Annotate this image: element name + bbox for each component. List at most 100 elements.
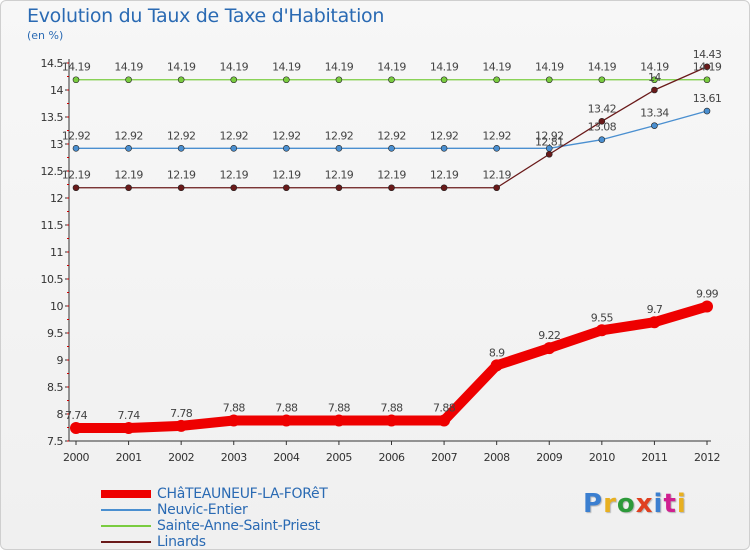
- data-label: 13.34: [640, 107, 669, 120]
- data-point: [70, 422, 82, 435]
- y-tick-label: 13.5: [41, 111, 64, 124]
- data-label: 14.19: [325, 61, 354, 74]
- data-label: 7.78: [170, 407, 193, 420]
- data-label: 14.19: [588, 61, 617, 74]
- data-point: [598, 76, 606, 84]
- data-point: [651, 122, 658, 129]
- y-tick-label: 14.5: [41, 57, 64, 70]
- logo-letter: t: [663, 489, 677, 519]
- data-label: 12.19: [220, 169, 249, 182]
- data-label: 9.22: [538, 329, 560, 342]
- data-label: 7.88: [433, 401, 456, 414]
- data-point: [598, 118, 606, 125]
- x-tick-label: 2009: [536, 451, 562, 464]
- data-point: [177, 145, 185, 152]
- x-tick-label: 2011: [641, 451, 667, 464]
- x-tick-label: 2007: [431, 451, 457, 464]
- x-tick-label: 2005: [326, 451, 352, 464]
- x-tick-label: 2006: [379, 451, 405, 464]
- data-point: [177, 76, 185, 84]
- data-label: 12.19: [377, 169, 406, 182]
- y-tick-label: 9.5: [47, 327, 63, 340]
- data-label: 14.19: [640, 61, 669, 74]
- y-tick-label: 12.5: [41, 165, 64, 178]
- legend-swatch: [101, 509, 151, 511]
- data-label: 9.55: [591, 311, 614, 324]
- data-label: 12.19: [272, 169, 301, 182]
- data-label: 7.88: [275, 401, 298, 414]
- data-label: 9.7: [647, 303, 663, 316]
- data-label: 12.19: [430, 169, 459, 182]
- data-point: [703, 107, 711, 115]
- data-label: 14.19: [535, 61, 564, 74]
- data-point: [125, 76, 132, 84]
- data-point: [283, 76, 290, 84]
- y-tick-label: 10.5: [41, 273, 64, 286]
- data-point: [595, 324, 608, 337]
- data-point: [230, 145, 238, 152]
- data-point: [335, 184, 343, 192]
- data-label: 12.19: [482, 169, 511, 182]
- data-point: [490, 359, 503, 372]
- legend-swatch: [101, 525, 151, 527]
- data-point: [493, 145, 500, 152]
- logo-letter: o: [616, 489, 636, 519]
- data-point: [545, 76, 553, 84]
- y-tick-label: 8: [57, 408, 64, 421]
- data-point: [703, 63, 711, 71]
- data-label: 12.92: [272, 129, 301, 142]
- data-label: 14.19: [272, 61, 301, 74]
- data-label: 12.92: [167, 129, 196, 142]
- data-point: [72, 145, 80, 152]
- x-tick-label: 2012: [694, 451, 720, 464]
- data-point: [72, 184, 80, 192]
- x-tick-label: 2004: [273, 451, 299, 464]
- y-tick-label: 13: [50, 138, 63, 151]
- data-label: 14.19: [62, 61, 91, 74]
- data-point: [335, 145, 343, 152]
- data-point: [122, 422, 135, 435]
- data-point: [651, 86, 658, 94]
- logo-letter: x: [635, 489, 654, 519]
- data-point: [543, 342, 556, 355]
- data-point: [388, 145, 395, 152]
- data-point: [701, 300, 713, 313]
- logo-letter: P: [583, 489, 604, 519]
- y-tick-label: 12: [50, 192, 63, 205]
- data-label: 13.42: [588, 102, 617, 115]
- data-point: [125, 184, 132, 192]
- data-label: 12.92: [62, 129, 91, 142]
- data-point: [493, 184, 500, 192]
- data-label: 14.19: [167, 61, 196, 74]
- data-point: [280, 414, 293, 427]
- data-point: [545, 150, 553, 158]
- data-point: [72, 76, 80, 84]
- data-point: [125, 145, 132, 152]
- x-tick-label: 2002: [168, 451, 194, 464]
- data-label: 12.92: [325, 129, 354, 142]
- logo-letter: i: [676, 489, 687, 519]
- legend-item: CHâTEAUNEUF-LA-FORêT: [101, 486, 401, 502]
- data-label: 12.19: [167, 169, 196, 182]
- x-tick-label: 2010: [589, 451, 615, 464]
- legend-label: Sainte-Anne-Saint-Priest: [157, 518, 320, 534]
- data-label: 12.19: [325, 169, 354, 182]
- data-label: 7.88: [328, 401, 351, 414]
- data-label: 12.92: [430, 129, 459, 142]
- data-point: [438, 414, 451, 427]
- proxiti-logo: Proxiti: [583, 489, 687, 519]
- data-point: [651, 76, 658, 84]
- legend-label: Neuvic-Entier: [157, 502, 248, 518]
- logo-letter: i: [653, 489, 664, 519]
- data-label: 12.81: [535, 135, 564, 148]
- data-label: 12.92: [220, 129, 249, 142]
- data-label: 14.19: [430, 61, 459, 74]
- data-label: 7.74: [65, 409, 88, 422]
- line-chart: 7.588.599.51010.51111.51212.51313.51414.…: [41, 48, 723, 464]
- data-label: 8.9: [489, 346, 505, 359]
- x-tick-label: 2000: [63, 451, 89, 464]
- data-label: 7.88: [223, 401, 246, 414]
- data-point: [227, 414, 240, 427]
- legend-swatch: [101, 541, 151, 543]
